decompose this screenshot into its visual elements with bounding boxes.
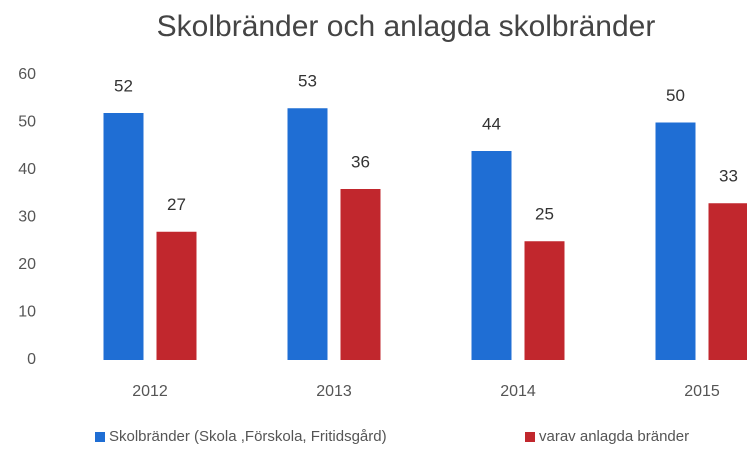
bar (708, 203, 747, 360)
value-label: 36 (351, 152, 370, 171)
legend-swatch (95, 432, 105, 442)
y-tick-label: 0 (27, 351, 36, 368)
bar (340, 189, 381, 360)
bar (524, 241, 565, 360)
y-tick-label: 50 (18, 114, 36, 131)
value-label: 50 (666, 86, 685, 105)
x-tick-label: 2015 (684, 383, 720, 400)
value-label: 27 (167, 195, 186, 214)
bar (655, 122, 696, 360)
x-tick-label: 2013 (316, 383, 352, 400)
x-tick-label: 2012 (132, 383, 168, 400)
bar (156, 231, 197, 360)
bar (471, 151, 512, 360)
y-tick-label: 30 (18, 209, 36, 226)
y-tick-label: 20 (18, 256, 36, 273)
bar (287, 108, 328, 360)
x-tick-label: 2014 (500, 383, 536, 400)
legend-label: varav anlagda bränder (539, 428, 689, 445)
y-tick-label: 10 (18, 304, 36, 321)
value-label: 33 (719, 167, 738, 186)
value-label: 52 (114, 76, 133, 95)
value-label: 25 (535, 205, 554, 224)
value-label: 44 (482, 114, 501, 133)
chart-title: Skolbränder och anlagda skolbränder (157, 10, 656, 43)
bar (103, 113, 144, 360)
y-tick-label: 60 (18, 66, 36, 83)
y-tick-label: 40 (18, 161, 36, 178)
value-label: 53 (298, 72, 317, 91)
legend-label: Skolbränder (Skola ,Förskola, Fritidsgår… (109, 428, 387, 445)
legend-swatch (525, 432, 535, 442)
